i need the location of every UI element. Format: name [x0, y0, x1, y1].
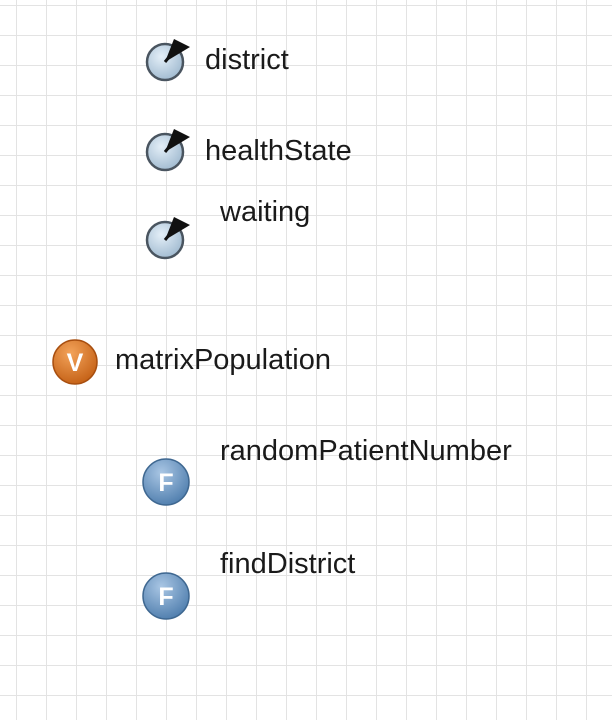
- parameter-waiting-label: waiting: [220, 196, 311, 228]
- function-randomPatientNumber[interactable]: F randomPatientNumber: [140, 432, 580, 508]
- function-f-icon: F: [142, 572, 190, 620]
- parameter-healthState[interactable]: healthState: [140, 122, 400, 182]
- function-randomPatientNumber-label: randomPatientNumber: [220, 435, 512, 467]
- parameter-waiting[interactable]: waiting: [140, 195, 350, 270]
- variable-badge-letter: V: [67, 349, 84, 377]
- parameter-district[interactable]: district: [140, 32, 330, 92]
- parameter-dial-icon: [145, 129, 190, 172]
- function-badge-letter: F: [158, 469, 173, 497]
- parameter-dial-icon: [145, 39, 190, 82]
- variable-matrixPopulation[interactable]: V matrixPopulation: [50, 338, 390, 386]
- variable-v-icon: V: [52, 339, 98, 385]
- function-findDistrict-label: findDistrict: [220, 548, 356, 580]
- function-badge-letter: F: [158, 583, 173, 611]
- parameter-district-label: district: [205, 44, 289, 76]
- function-findDistrict[interactable]: F findDistrict: [140, 545, 420, 625]
- parameter-dial-icon: [145, 217, 190, 260]
- function-f-icon: F: [142, 458, 190, 506]
- variable-matrixPopulation-label: matrixPopulation: [115, 344, 331, 376]
- parameter-healthState-label: healthState: [205, 135, 352, 167]
